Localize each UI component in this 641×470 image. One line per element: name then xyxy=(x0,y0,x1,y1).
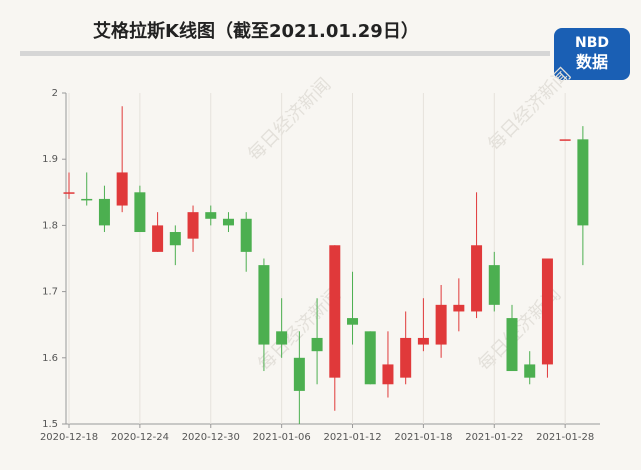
candle-body xyxy=(258,265,270,345)
candle-body xyxy=(506,318,518,372)
candle-body xyxy=(81,198,93,201)
y-tick-label: 1.6 xyxy=(42,353,58,364)
candle-body xyxy=(240,218,252,252)
candle-body xyxy=(559,139,571,141)
chart-title: 艾格拉斯K线图（截至2021.01.29日） xyxy=(93,20,419,42)
candle-body xyxy=(541,258,553,365)
candle-body xyxy=(400,337,412,378)
candle-body xyxy=(329,245,341,378)
y-tick-label: 1.9 xyxy=(42,154,58,165)
logo xyxy=(554,28,630,80)
candle-body xyxy=(134,192,146,233)
candle-body xyxy=(187,212,199,239)
logo-top: NBD xyxy=(575,35,609,51)
candle-body xyxy=(453,304,465,312)
candle-body xyxy=(276,331,288,345)
x-tick-label: 2021-01-12 xyxy=(323,432,381,443)
y-tick-label: 1.8 xyxy=(42,220,58,231)
candle-body xyxy=(169,232,181,246)
candle-body xyxy=(98,198,110,226)
x-tick-label: 2020-12-18 xyxy=(40,432,98,443)
candle-body xyxy=(471,245,483,312)
candle-body xyxy=(382,364,394,385)
candle-body xyxy=(435,304,447,345)
candle-body xyxy=(63,192,75,194)
y-tick-label: 2 xyxy=(52,88,58,99)
candle-body xyxy=(311,337,323,352)
x-tick-label: 2020-12-30 xyxy=(182,432,240,443)
candle-body xyxy=(524,364,536,378)
candle-body xyxy=(116,172,128,206)
candle-body xyxy=(293,357,305,391)
candle-body xyxy=(152,225,164,252)
candle-body xyxy=(205,212,217,219)
logo-bottom: 数据 xyxy=(576,53,608,72)
y-tick-label: 1.7 xyxy=(42,287,58,298)
x-tick-label: 2020-12-24 xyxy=(111,432,169,443)
title-bar xyxy=(20,51,550,56)
y-tick-label: 1.5 xyxy=(42,419,58,430)
candle-body xyxy=(222,218,234,226)
candle-body xyxy=(417,337,429,345)
x-tick-label: 2021-01-18 xyxy=(394,432,452,443)
candle-body xyxy=(347,318,359,325)
candle-body xyxy=(577,139,589,226)
x-tick-label: 2021-01-22 xyxy=(465,432,523,443)
candle-body xyxy=(364,331,376,385)
candle-body xyxy=(488,265,500,305)
x-tick-label: 2021-01-28 xyxy=(536,432,594,443)
x-tick-label: 2021-01-06 xyxy=(253,432,311,443)
